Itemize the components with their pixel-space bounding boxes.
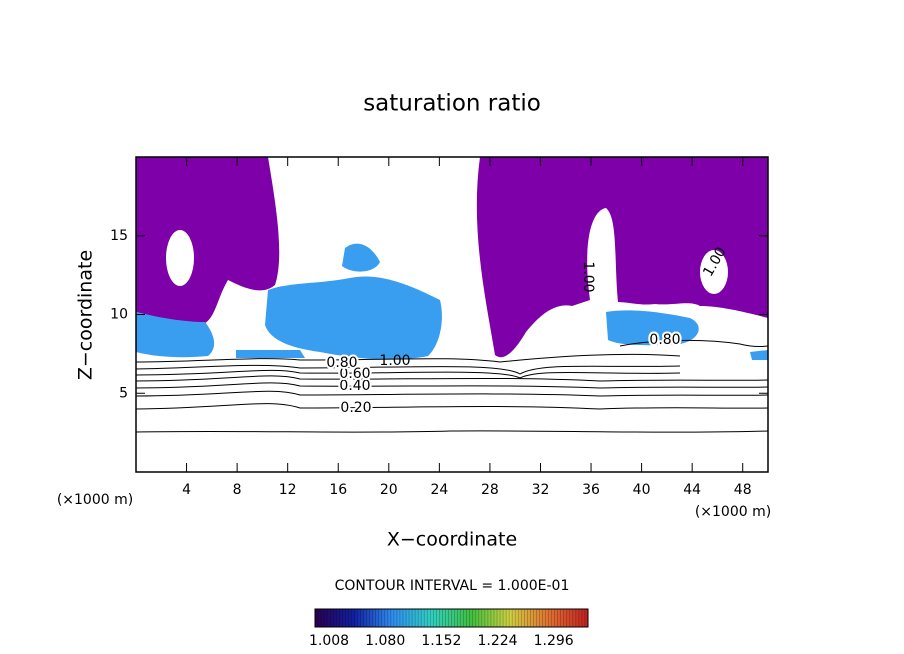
contour-interval: CONTOUR INTERVAL = 1.000E-01: [335, 578, 570, 594]
x-axis-label: X−coordinate: [387, 529, 517, 551]
hole: [700, 250, 728, 294]
contour-line: [619, 339, 769, 347]
x-tick-label: 48: [734, 482, 752, 498]
contour-label: 1.00: [580, 261, 596, 292]
y-tick-label: 10: [110, 307, 128, 323]
x-tick-label: 20: [380, 482, 398, 498]
cloud-region: [236, 350, 305, 358]
colorbar-label: 1.080: [365, 633, 405, 649]
y-axis-label: Z−coordinate: [75, 250, 97, 380]
colorbar-label: 1.296: [534, 633, 574, 649]
x-tick-label: 4: [182, 482, 191, 498]
x-tick-label: 32: [532, 482, 550, 498]
contour-label: 0.80: [326, 355, 357, 371]
colorbar-label: 1.152: [421, 633, 461, 649]
contour-line: [135, 353, 681, 363]
chart-title: saturation ratio: [363, 91, 541, 117]
x-tick-label: 12: [279, 482, 297, 498]
contour-label: 0.40: [339, 378, 370, 394]
cloud-region: [136, 312, 215, 358]
colorbar-label: 1.224: [477, 633, 517, 649]
contour-line: [135, 369, 681, 379]
contour-line: [135, 375, 769, 382]
contour-label: 0.20: [340, 400, 371, 416]
contours: [135, 339, 769, 433]
contour-label: 0.60: [339, 366, 370, 382]
contour-labels: 0.20 0.40 0.60 0.80 1.00 0.80 1.00 1.00: [324, 245, 729, 418]
cloud-region: [750, 350, 768, 360]
colorbar: [314, 608, 589, 628]
y-tick-label: 15: [110, 228, 128, 244]
y-tick-label: 5: [119, 385, 128, 401]
cloud-region: [342, 243, 380, 272]
x-tick-label: 28: [481, 482, 499, 498]
contour-label: 1.00: [379, 353, 410, 369]
purple-region: [476, 157, 768, 358]
contour-line: [135, 430, 769, 433]
contour-line: [135, 403, 769, 410]
x-tick-label: 36: [582, 482, 600, 498]
cloud-region: [606, 310, 699, 346]
x-tick-label: 40: [633, 482, 651, 498]
x-tick-label: 16: [329, 482, 347, 498]
purple-region: [136, 157, 280, 326]
hole: [166, 230, 194, 286]
contour-line: [135, 390, 769, 397]
contour-line: [135, 382, 769, 389]
x-tick-label: 8: [233, 482, 242, 498]
x-unit: (×1000 m): [695, 504, 771, 520]
colorbar-label: 1.008: [309, 633, 349, 649]
x-tick-label: 24: [430, 482, 448, 498]
cloud-region: [265, 276, 442, 360]
contour-line: [135, 364, 681, 375]
x-tick-label: 44: [683, 482, 701, 498]
contour-label: 0.80: [649, 332, 680, 348]
field: [136, 157, 768, 360]
y-unit: (×1000 m): [57, 492, 133, 508]
